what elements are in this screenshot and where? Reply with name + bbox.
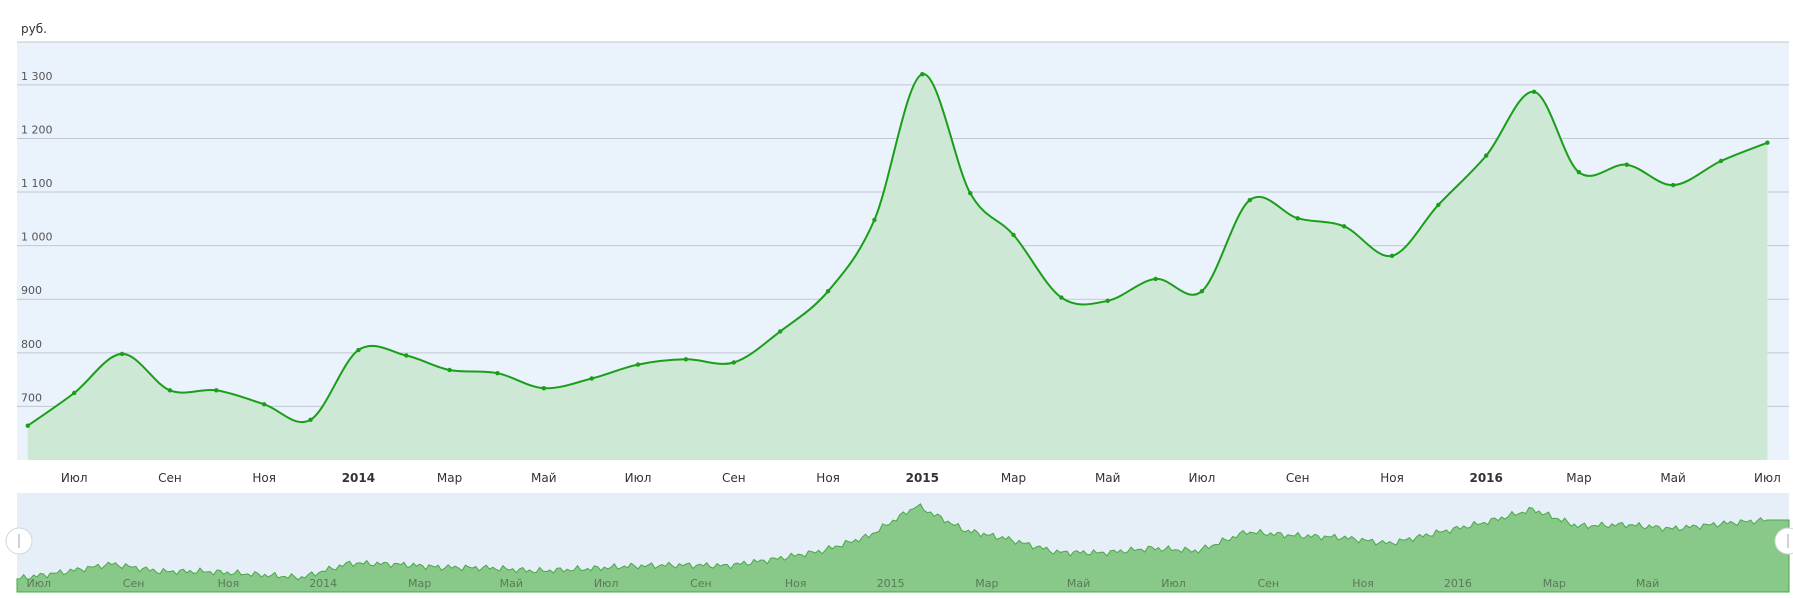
y-tick-label: 700 [21,391,42,404]
data-point[interactable] [1624,162,1630,167]
price-area-fill [27,74,1768,460]
data-point[interactable] [72,390,77,396]
x-tick-label: Ноя [252,471,276,485]
navigator-tick-label: Ноя [785,577,807,590]
x-tick-label: Сен [1286,471,1310,485]
x-tick-label: Май [531,471,557,485]
x-tick-label: Май [1660,471,1686,485]
navigator-tick-label: 2016 [1444,577,1472,590]
data-point[interactable] [1295,216,1300,221]
x-tick-label: Сен [722,471,746,485]
x-tick-label: 2015 [906,471,939,485]
navigator-tick-label: Июл [594,577,619,590]
data-point[interactable] [1153,276,1158,282]
data-point[interactable] [1670,182,1676,188]
navigator-tick-label: Май [1636,577,1659,590]
data-point[interactable] [495,371,500,376]
data-point[interactable] [1531,89,1537,95]
data-point[interactable] [404,353,409,358]
data-point[interactable] [1011,232,1016,238]
navigator-tick-label: Мар [1543,577,1566,590]
navigator-handle-left[interactable] [5,527,33,555]
navigator-tick-label: Июл [1161,577,1186,590]
navigator-tick-label: Сен [123,577,145,590]
x-tick-label: Ноя [816,471,840,485]
y-tick-label: 1 200 [21,123,53,136]
data-point[interactable] [778,329,783,334]
x-tick-label: Ноя [1380,471,1404,485]
data-point[interactable] [1247,197,1253,203]
x-tick-label: Май [1095,471,1121,485]
y-tick-label: 900 [21,284,42,297]
data-point[interactable] [1718,158,1724,164]
navigator-tick-label: Июл [27,577,52,590]
y-tick-label: 1 100 [21,177,53,190]
x-tick-label: Июл [625,471,652,485]
data-point[interactable] [262,402,267,407]
data-point[interactable] [25,423,30,428]
data-point[interactable] [167,388,173,393]
x-tick-label: 2016 [1469,471,1502,485]
data-point[interactable] [731,360,736,365]
data-point[interactable] [968,190,973,196]
x-tick-label: Мар [1001,471,1026,485]
data-point[interactable] [1484,153,1489,158]
y-tick-label: 800 [21,338,42,351]
data-point[interactable] [872,217,877,223]
x-tick-label: Июл [1754,471,1781,485]
navigator-tick-label: Мар [408,577,431,590]
data-point[interactable] [589,376,594,381]
x-tick-label: Мар [1566,471,1591,485]
data-point[interactable] [1436,202,1441,208]
y-tick-label: 1 300 [21,70,53,83]
data-point[interactable] [1105,298,1110,303]
navigator-tick-label: Ноя [1352,577,1374,590]
navigator-tick-label: Мар [975,577,998,590]
data-point[interactable] [1389,253,1395,258]
navigator-tick-label: Май [1067,577,1090,590]
data-point[interactable] [541,386,546,391]
navigator-axis-labels: Июл Сен Ноя 2014 Мар Май Июл Сен Ноя 2015 Мар Май Ию… [27,577,1660,590]
data-point[interactable] [825,289,831,294]
x-tick-label: 2014 [342,471,375,485]
data-points [25,72,1770,428]
navigator-tick-label: Сен [690,577,712,590]
navigator-handle-right[interactable] [1774,527,1793,555]
navigator-area [16,503,1790,593]
unit-label: руб. [21,22,47,36]
range-navigator[interactable]: Июл Сен Ноя 2014 Мар Май Июл Сен Ноя 2015 Мар Май Ию… [5,493,1793,593]
data-point[interactable] [356,347,361,353]
navigator-tick-label: Май [500,577,523,590]
data-point[interactable] [308,417,313,422]
data-point[interactable] [1059,295,1064,300]
y-axis-labels: 700 800 900 1 000 1 100 1 200 1 300 [21,70,53,405]
data-point[interactable] [1576,170,1582,175]
navigator-tick-label: Сен [1257,577,1279,590]
data-point[interactable] [1199,289,1205,294]
navigator-tick-label: 2014 [309,577,337,590]
data-point[interactable] [920,72,925,77]
data-point[interactable] [1765,140,1770,145]
data-point[interactable] [683,357,689,362]
data-point[interactable] [214,388,219,393]
data-point[interactable] [635,362,641,367]
x-tick-label: Мар [437,471,462,485]
navigator-tick-label: 2015 [877,577,905,590]
y-tick-label: 1 000 [21,231,53,244]
x-tick-label: Июл [61,471,88,485]
x-axis-labels: Июл Сен Ноя 2014 Мар Май Июл Сен Ноя 2015 Мар Май Ию… [61,471,1781,485]
x-tick-label: Июл [1189,471,1216,485]
data-point[interactable] [119,351,125,357]
navigator-tick-label: Ноя [218,577,240,590]
data-point[interactable] [1341,224,1347,229]
x-tick-label: Сен [158,471,182,485]
data-point[interactable] [447,367,452,373]
